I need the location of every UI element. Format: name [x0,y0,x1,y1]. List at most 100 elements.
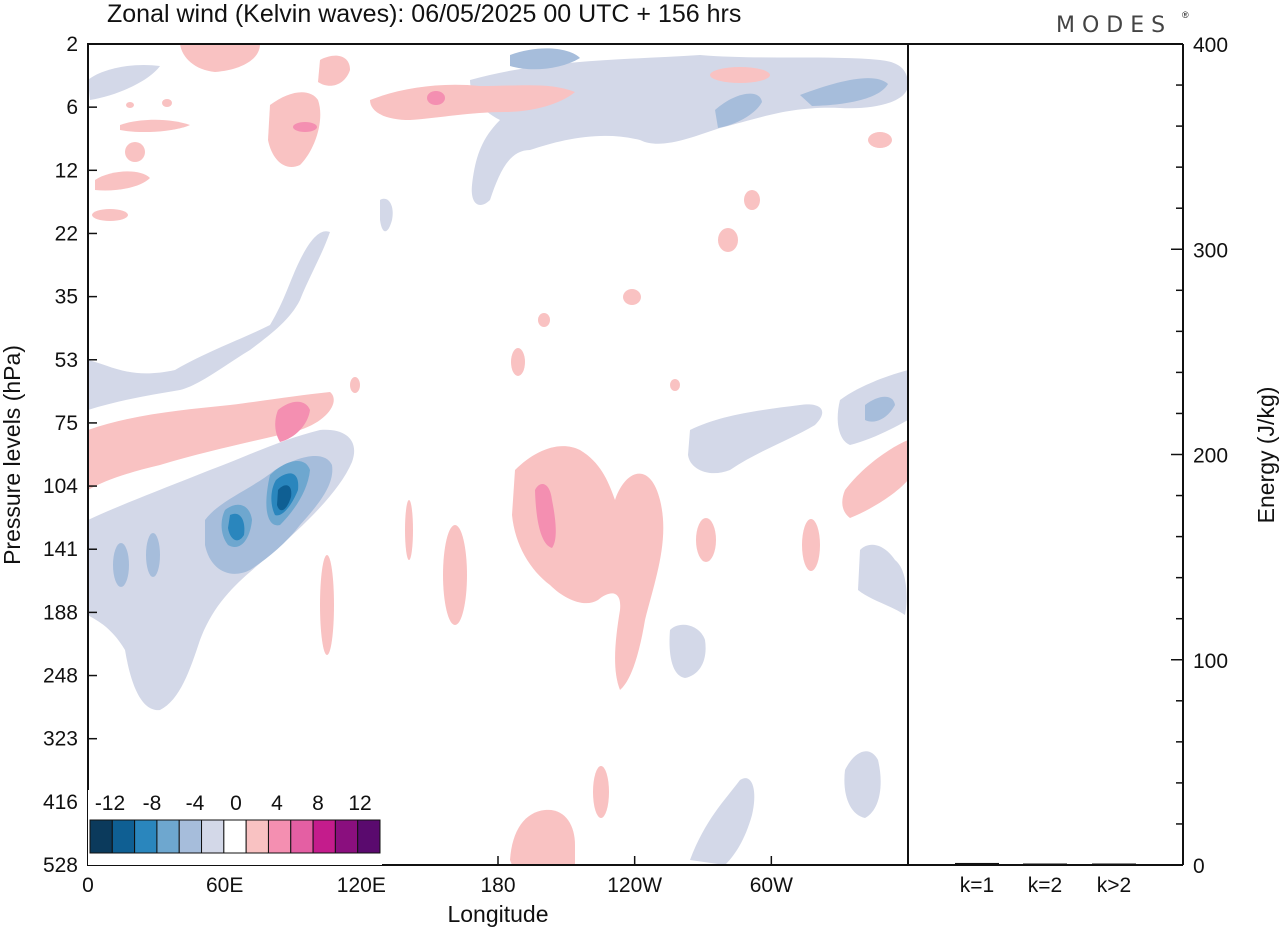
y-tick-label: 528 [43,854,78,877]
chart-title: Zonal wind (Kelvin waves): 06/05/2025 00… [107,0,741,28]
colorbar-swatch [245,819,269,854]
y-tick-label: 416 [43,791,78,814]
pos-region-22-80w [718,228,738,252]
pos-region-22-75w [744,190,760,210]
neg-region-bottom-70w [690,778,755,865]
pos-region-6-60w [710,67,770,83]
logo-registered-mark: ® [1182,10,1189,20]
x-axis-label: Longitude [447,901,548,927]
pos-region-141-60w [696,518,716,562]
negative-anomaly-regions [88,55,908,865]
colorbar-label: 0 [230,792,242,815]
pos-region-53 [511,348,525,376]
energy-tick-label: 0 [1193,855,1205,878]
y-tick-label: 6 [66,96,78,119]
pos-region-35 [623,289,641,305]
colorbar-swatch [290,819,314,854]
colorbar-label: 12 [348,792,371,815]
longitude-axis: 0 60E 120E 180 120W 60W [82,856,793,897]
pos-region-east-104 [842,440,908,518]
x-tick-label: 60E [206,874,243,897]
pos-region-top-120e [318,55,350,86]
neg-region-east-141 [858,544,907,615]
pos-region-left-6 [120,119,190,133]
neg-core-upper-east [715,93,762,128]
pos-region-top-left [180,44,260,72]
colorbar-swatch [267,819,292,854]
colorbar-swatch [334,819,359,854]
pos-core-6-mid [427,91,445,105]
pos-region-upper-left [268,92,321,168]
pos-region-53-small [350,377,360,393]
pos-region-141-40e [443,525,467,625]
pos-region-bottom-180 [510,809,575,865]
neg-core-upper-far-east [800,78,888,106]
pos-dot-b [126,102,134,108]
pos-small-dots [126,99,172,108]
colorbar-swatch [357,819,381,854]
x-tick-label: 120E [337,874,386,897]
colorbar-label: -8 [143,792,162,815]
energy-categories: k=1 k=2 k>2 [960,874,1131,897]
colorbar-label: -4 [186,792,205,815]
energy-tick-label: 400 [1193,34,1228,57]
neg-core-east-75 [865,396,895,422]
neg-region-top-left [88,64,160,100]
energy-bar [1092,863,1136,865]
neg-region-bottom-east [844,751,881,818]
y-tick-label: 12 [55,159,78,182]
pos-core-75 [275,401,310,442]
y-tick-label: 141 [43,538,78,561]
pos-core-6-left [293,122,317,132]
neg-region-mid-stratosphere [88,231,330,410]
pos-dot-a [162,99,172,107]
pos-region-141-45w [802,519,820,571]
energy-bar [955,862,999,865]
colorbar-swatch [156,819,180,854]
y-axis-label: Pressure levels (hPa) [0,345,25,565]
neg-core-strong-a [228,513,245,541]
pos-region-188-108e [320,555,334,655]
colorbar-label: 8 [312,792,324,815]
neg-region-lower-mid [669,624,706,678]
colorbar-label: -12 [95,792,125,815]
neg-core-left-b [146,533,160,577]
negative-peak-core [277,485,292,511]
y-tick-label: 22 [55,222,78,245]
modes-logo: MODES [1056,13,1172,38]
y-tick-label: 248 [43,665,78,688]
energy-axis: 0 100 200 300 400 [1171,34,1228,878]
pos-region-35-small [538,313,550,327]
pos-region-dateline [512,446,664,690]
colorbar-label: 4 [271,792,283,815]
y-tick-label: 323 [43,728,78,751]
colorbar-legend: -12 -8 -4 0 4 8 12 [88,790,382,865]
y-tick-label: 2 [66,33,78,56]
pos-region-left-12 [95,171,150,191]
pos-region-141-108e [405,500,413,560]
x-tick-label: 60W [750,874,793,897]
energy-bar [1023,863,1067,865]
energy-axis-label: Energy (J/kg) [1253,387,1279,524]
energy-category-label: k>2 [1097,874,1131,897]
pos-region-75-small [670,379,680,391]
neg-core-left-a [113,543,129,587]
pos-region-416 [593,766,609,818]
colorbar-swatch [134,819,158,854]
pos-region-12-45w [868,132,892,148]
colorbar-swatch [178,819,203,854]
pos-region-upper-mid [370,84,575,120]
energy-category-label: k=2 [1028,874,1062,897]
colorbar-swatch [312,819,336,854]
colorbar-swatch [223,819,247,854]
pos-region-12-left [125,142,145,162]
energy-tick-label: 100 [1193,650,1228,673]
energy-bars [955,862,1136,865]
neg-core-upper-west [510,48,580,70]
y-tick-label: 75 [55,412,78,435]
y-tick-label: 104 [43,475,78,498]
energy-tick-label: 200 [1193,445,1228,468]
moderate-positive-cores [275,91,556,548]
x-tick-label: 0 [82,874,94,897]
